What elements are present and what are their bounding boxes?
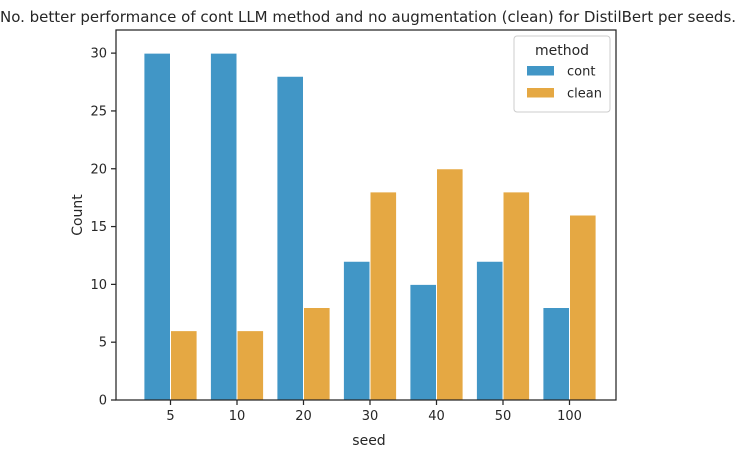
bar-clean-40 bbox=[436, 168, 464, 401]
bar-clean-100 bbox=[569, 214, 597, 401]
x-tick-label: 50 bbox=[495, 409, 512, 424]
x-tick-label: 20 bbox=[295, 409, 312, 424]
bar-cont-30 bbox=[342, 260, 371, 401]
bar-clean-30 bbox=[369, 191, 398, 401]
bar-cont-50 bbox=[475, 260, 504, 401]
bar-cont-5 bbox=[143, 52, 171, 401]
plot-frame bbox=[115, 29, 617, 401]
x-tick-label: 40 bbox=[428, 409, 445, 424]
legend: method cont clean bbox=[513, 35, 611, 113]
legend-label-clean: clean bbox=[567, 87, 602, 102]
legend-title: method bbox=[535, 43, 589, 59]
bars bbox=[143, 52, 597, 401]
legend-swatch-clean bbox=[527, 88, 554, 98]
y-tick-label: 0 bbox=[99, 394, 107, 409]
x-tick-label: 30 bbox=[362, 409, 379, 424]
y-tick-label: 20 bbox=[90, 162, 107, 177]
x-axis: 5 10 20 30 40 50 100 bbox=[166, 400, 582, 424]
bar-clean-50 bbox=[502, 191, 531, 401]
x-axis-label: seed bbox=[352, 433, 385, 449]
chart-title: No. better performance of cont LLM metho… bbox=[0, 8, 736, 26]
bar-clean-5 bbox=[170, 330, 198, 401]
x-tick-label: 5 bbox=[166, 409, 174, 424]
legend-label-cont: cont bbox=[567, 65, 595, 80]
y-axis: 0 5 10 15 20 25 30 bbox=[90, 47, 116, 409]
y-tick-label: 25 bbox=[90, 104, 107, 119]
y-tick-label: 15 bbox=[90, 220, 107, 235]
bar-clean-20 bbox=[303, 307, 331, 401]
legend-swatch-cont bbox=[527, 66, 554, 76]
x-tick-label: 100 bbox=[557, 409, 582, 424]
bar-cont-20 bbox=[276, 75, 304, 401]
y-tick-label: 10 bbox=[90, 278, 107, 293]
bar-cont-40 bbox=[409, 283, 437, 401]
y-tick-label: 30 bbox=[90, 47, 107, 62]
x-tick-label: 10 bbox=[229, 409, 246, 424]
y-axis-label: Count bbox=[70, 194, 86, 236]
bar-cont-10 bbox=[209, 52, 238, 401]
bar-clean-10 bbox=[236, 330, 265, 401]
y-tick-label: 5 bbox=[99, 336, 107, 351]
bar-cont-100 bbox=[542, 307, 571, 401]
